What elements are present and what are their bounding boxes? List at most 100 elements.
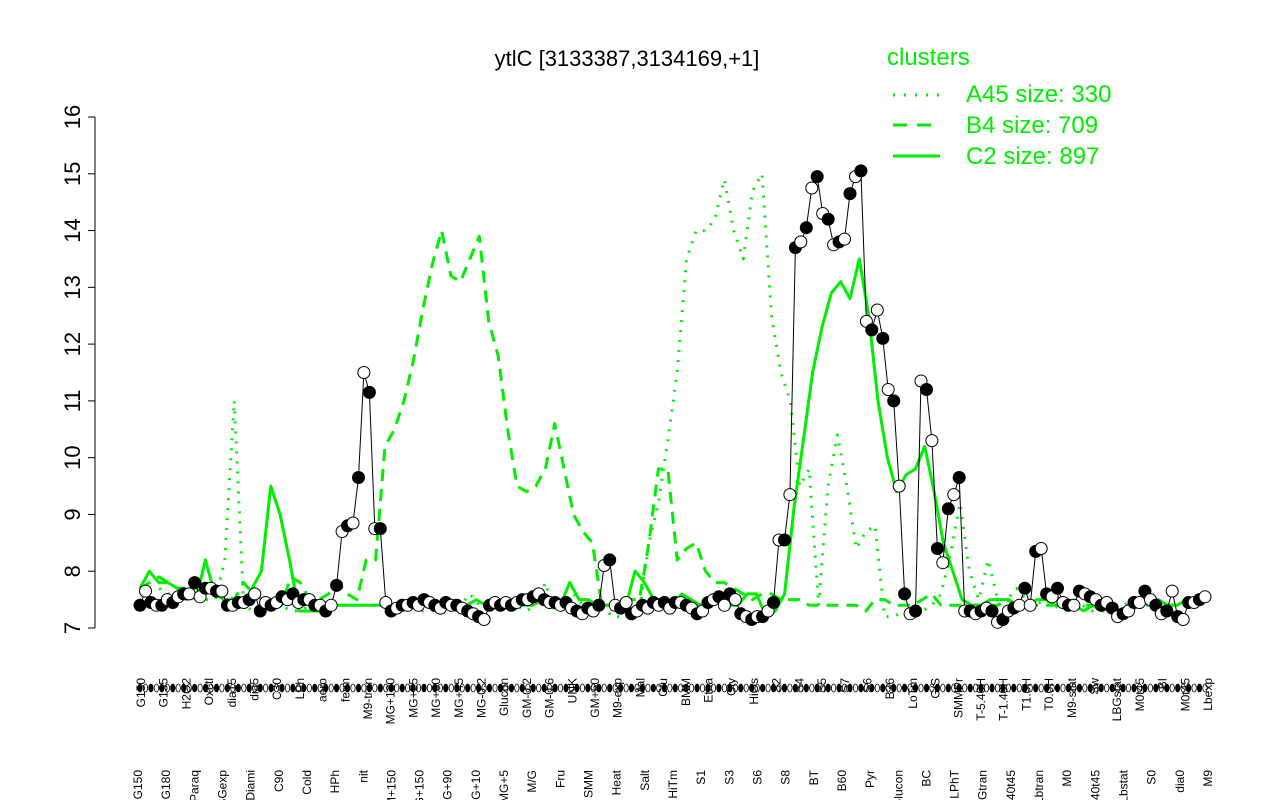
rug-mark [738,683,744,693]
rug-mark [809,683,815,693]
legend: clusters A45 size: 330 B4 size: 709 C2 s… [887,44,1111,170]
x-tick-label: M9 [1201,770,1215,787]
x-tick-label: SMM [582,770,596,798]
data-point [330,578,344,592]
rug-mark [557,683,564,693]
rug-mark [213,683,220,693]
rug-mark [426,683,433,693]
rug-mark [394,683,400,693]
rug-mark [568,683,575,693]
data-point [936,556,950,570]
rug-mark [1142,683,1148,693]
data-point [920,383,933,396]
rug-mark [688,683,695,693]
rug-mark [962,683,968,693]
rug-mark [301,683,307,693]
x-tick-label: B36 [883,678,897,700]
x-tick-label: BI [1156,678,1170,689]
x-tick-label: M9-stat [1065,677,1079,718]
data-point [930,542,944,555]
rug-mark [994,683,1001,693]
x-tick-label: dia0 [1173,770,1187,793]
rug-mark [803,683,809,693]
x-tick-label: S6 [861,678,875,693]
rug-mark [175,683,181,693]
rug-mark [404,683,411,693]
x-tick-label: MG+150 [413,770,427,800]
data-point [843,187,857,201]
x-tick-label: MG+120 [384,678,398,725]
rug-mark [1175,683,1181,693]
x-tick-label: Lbtran [1032,770,1046,800]
data-point [603,553,617,567]
x-tick-label: MG+90 [441,770,455,800]
rug-mark [279,683,285,693]
y-tick-label: 16 [60,105,85,129]
rug-mark [492,683,498,693]
rug-mark [770,683,777,693]
rug-mark [661,683,667,693]
x-tick-label: M0 [1060,770,1074,787]
rug-mark [754,683,760,693]
rug-mark [1125,683,1132,693]
rug-mark [634,683,640,693]
rug-mark [978,683,984,693]
rug-mark [1136,683,1143,693]
x-tick-label: S4 [792,678,806,693]
rug-mark [530,683,536,693]
rug-mark [672,683,678,693]
data-point [810,170,824,184]
rug-mark [852,683,859,693]
x-tick-label: GM+150 [384,770,398,800]
rug-mark [645,683,651,693]
rug-mark [1005,683,1012,693]
rug-mark [273,683,280,693]
x-tick-label: HPh [328,770,342,793]
rug-mark [1109,683,1115,693]
data-point [783,488,797,502]
legend-title: clusters [887,44,970,71]
rug-mark [186,683,192,693]
x-tick-label: H2O2 [179,678,193,710]
x-tick-label: S0 [1145,770,1159,785]
data-point [898,587,912,601]
data-point [717,598,731,612]
rug-mark [585,683,591,693]
data-point [248,587,262,601]
rug-mark [563,683,569,693]
data-point [1023,598,1037,612]
rug-mark [306,683,312,693]
rug-mark [290,683,296,693]
rug-mark [1169,683,1175,693]
expression-line [139,169,1206,623]
x-tick-label: Etha [702,678,716,703]
rug-mark [415,683,422,693]
rug-mark [727,683,733,693]
x-tick-label: Oxctl [202,678,216,705]
rug-mark [388,683,394,693]
rug-mark [612,683,618,693]
x-tick-label: M/G [525,770,539,793]
rug-mark [601,683,607,693]
x-tick-label: G150 [134,678,148,708]
x-tick-label: Lbstat [1117,769,1131,800]
x-tick-label: Paraq [187,770,201,800]
x-tick-label: BMM [679,678,693,706]
rug-mark [678,683,684,693]
rug-mark [983,683,990,693]
rug-mark [1131,683,1137,693]
rug-mark [820,683,826,693]
rug-mark [656,683,662,693]
x-tick-label: S8 [779,770,793,785]
x-rug [137,683,1208,693]
rug-mark [732,683,738,693]
rug-mark [197,683,203,693]
rug-mark [344,683,351,693]
rug-mark [350,683,356,693]
x-tick-label: LBGexp [216,770,230,800]
rug-mark [432,683,438,693]
rug-mark [443,683,449,693]
data-point [909,604,922,618]
rug-mark [1186,683,1192,693]
